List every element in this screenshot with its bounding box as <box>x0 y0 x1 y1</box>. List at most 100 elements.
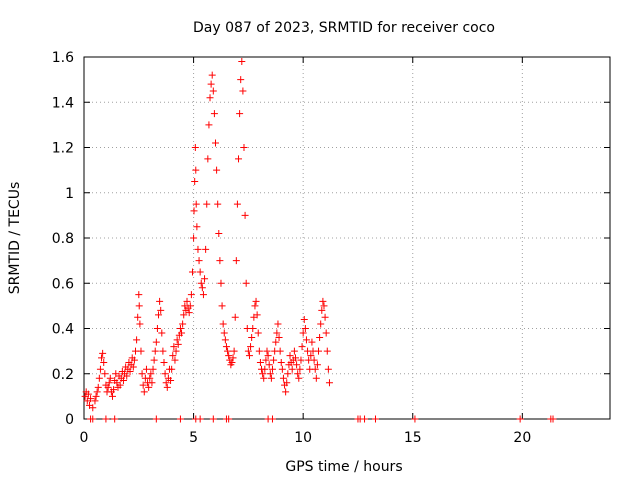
data-point <box>270 356 278 364</box>
data-point <box>239 87 247 95</box>
data-point <box>290 347 298 355</box>
data-point <box>240 144 248 151</box>
data-point <box>249 325 257 332</box>
data-point <box>147 370 155 378</box>
data-point <box>252 297 260 305</box>
data-point <box>214 200 222 208</box>
data-point <box>322 329 330 337</box>
data-point <box>210 110 218 118</box>
data-point <box>174 340 182 348</box>
data-point <box>297 356 305 364</box>
data-point <box>212 139 219 147</box>
data-point <box>111 415 119 423</box>
data-point <box>195 257 203 265</box>
data-point <box>152 338 160 346</box>
data-point <box>148 379 156 387</box>
data-point <box>236 110 244 118</box>
data-point <box>313 361 321 369</box>
data-point <box>298 343 306 351</box>
data-point <box>152 415 160 423</box>
data-point <box>187 291 195 299</box>
data-point <box>95 374 103 382</box>
data-point <box>215 229 223 237</box>
data-point <box>202 245 210 253</box>
data-point <box>247 343 255 351</box>
data-point <box>256 358 264 366</box>
data-point <box>516 415 524 423</box>
data-point <box>228 358 236 366</box>
data-point <box>277 358 285 366</box>
data-point <box>209 415 217 423</box>
data-point <box>178 329 186 337</box>
data-point <box>137 347 145 355</box>
data-point <box>158 329 166 337</box>
data-point <box>244 347 252 355</box>
data-points <box>81 58 557 423</box>
data-point <box>94 383 102 391</box>
data-point <box>264 352 272 360</box>
data-point <box>196 268 204 276</box>
data-point <box>198 284 206 292</box>
y-tick-label: 0.6 <box>52 276 74 292</box>
y-tick-label: 1.2 <box>52 141 74 157</box>
data-point <box>216 257 224 265</box>
data-point <box>106 374 114 382</box>
data-point <box>361 415 369 423</box>
data-point <box>193 223 201 231</box>
data-point <box>168 365 176 373</box>
data-point <box>319 297 327 305</box>
y-tick-label: 0 <box>65 412 74 428</box>
data-point <box>142 365 150 373</box>
data-point <box>123 372 131 380</box>
data-point <box>180 311 188 319</box>
data-point <box>213 166 221 174</box>
data-point <box>263 347 271 355</box>
y-tick-label: 0.4 <box>52 322 74 338</box>
data-point <box>102 415 110 423</box>
data-point <box>101 370 109 378</box>
data-point <box>274 320 282 328</box>
data-point <box>238 58 246 66</box>
data-point <box>170 343 178 351</box>
plot-frame <box>83 56 611 420</box>
y-tick-label: 1.6 <box>52 50 74 66</box>
data-point <box>105 379 113 387</box>
data-point <box>191 144 199 151</box>
x-tick-label: 0 <box>80 430 89 446</box>
data-point <box>159 347 167 355</box>
data-point <box>197 279 205 287</box>
data-point <box>224 347 232 355</box>
data-point <box>135 291 143 299</box>
data-point <box>171 356 179 364</box>
data-point <box>207 80 215 88</box>
data-point <box>310 356 318 364</box>
data-point <box>173 336 181 344</box>
data-point <box>146 374 154 382</box>
data-point <box>302 336 310 344</box>
data-point <box>135 302 143 310</box>
data-point <box>89 404 97 412</box>
data-point <box>139 381 147 389</box>
data-point <box>232 257 240 265</box>
data-point <box>266 370 274 378</box>
data-point <box>208 71 216 79</box>
data-point <box>262 356 270 364</box>
data-point <box>206 94 214 102</box>
data-point <box>205 121 213 129</box>
data-point <box>286 352 294 360</box>
data-point <box>133 336 141 344</box>
data-point <box>185 309 193 317</box>
data-point <box>316 334 324 342</box>
data-point <box>225 415 233 423</box>
data-point <box>203 200 211 208</box>
data-point <box>172 347 180 355</box>
data-point <box>116 381 124 389</box>
data-point <box>259 370 267 378</box>
data-point <box>253 311 261 319</box>
data-point <box>291 354 299 362</box>
data-point <box>96 365 104 373</box>
y-tick-label: 1 <box>65 186 74 202</box>
data-point <box>191 177 199 185</box>
data-point <box>231 313 239 321</box>
data-point <box>245 352 253 360</box>
